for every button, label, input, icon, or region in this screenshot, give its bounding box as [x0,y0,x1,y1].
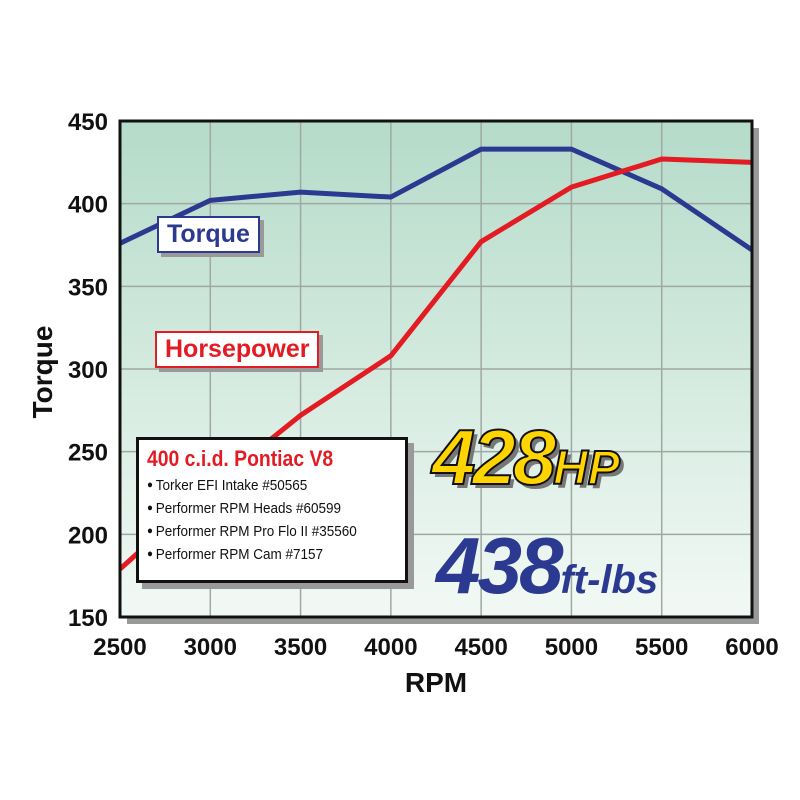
y-tick-label: 400 [68,192,108,219]
peak-torque-unit: ft-lbs [560,558,659,602]
y-axis-label: Torque [27,326,58,419]
horsepower-legend-label: Horsepower [155,331,320,368]
peak-hp-unit: HP [552,441,621,496]
peak-hp-value: 428 [431,412,557,502]
x-tick-label: 6000 [725,634,778,661]
x-axis-label: RPM [405,667,467,698]
spec-item: Torker EFI Intake #50565 [147,474,379,497]
x-tick-label: 4500 [454,634,507,661]
y-tick-label: 450 [68,109,108,136]
x-tick-label: 3000 [184,634,237,661]
x-tick-label: 2500 [93,634,146,661]
x-tick-label: 3500 [274,634,327,661]
peak-torque-callout: 438ft-lbs [436,520,658,612]
y-tick-label: 200 [68,522,108,549]
spec-title: 400 c.i.d. Pontiac V8 [147,446,334,471]
plot-frame [118,119,754,619]
torque-legend-label: Torque [157,216,260,253]
spec-item: Performer RPM Cam #7157 [147,543,379,566]
peak-hp-callout: 428HP [431,412,621,503]
spec-item: Performer RPM Heads #60599 [147,497,379,520]
y-tick-label: 300 [68,357,108,384]
torque-line [118,146,754,253]
y-tick-label: 250 [68,440,108,467]
engine-spec-box: 400 c.i.d. Pontiac V8 Torker EFI Intake … [136,437,408,583]
y-tick-label: 350 [68,274,108,301]
x-tick-label: 5500 [635,634,688,661]
x-tick-label: 5000 [545,634,598,661]
peak-torque-value: 438 [436,521,563,610]
x-tick-label: 4000 [364,634,417,661]
y-tick-label: 150 [68,605,108,632]
spec-item: Performer RPM Pro Flo II #35560 [147,520,379,543]
